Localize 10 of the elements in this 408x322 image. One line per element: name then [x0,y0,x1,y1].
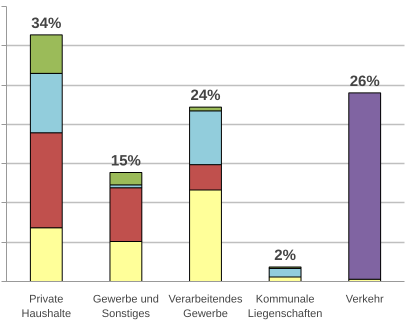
x-tick-label: Gewerbe und Sonstiges [92,294,159,320]
annotation: 26% [350,72,380,90]
annotation: 34% [31,14,62,32]
x-tick-label: Private Haushalte [22,294,72,320]
x-tick-label: Verkehr [346,294,384,306]
annotation: 2% [274,246,296,264]
annotation: 15% [110,152,141,170]
annotation: 24% [190,87,221,104]
x-tick-label: Kommunale Liegenschaften [248,294,322,320]
x-tick-label: Verarbeitendes Gewerbe [168,294,243,320]
